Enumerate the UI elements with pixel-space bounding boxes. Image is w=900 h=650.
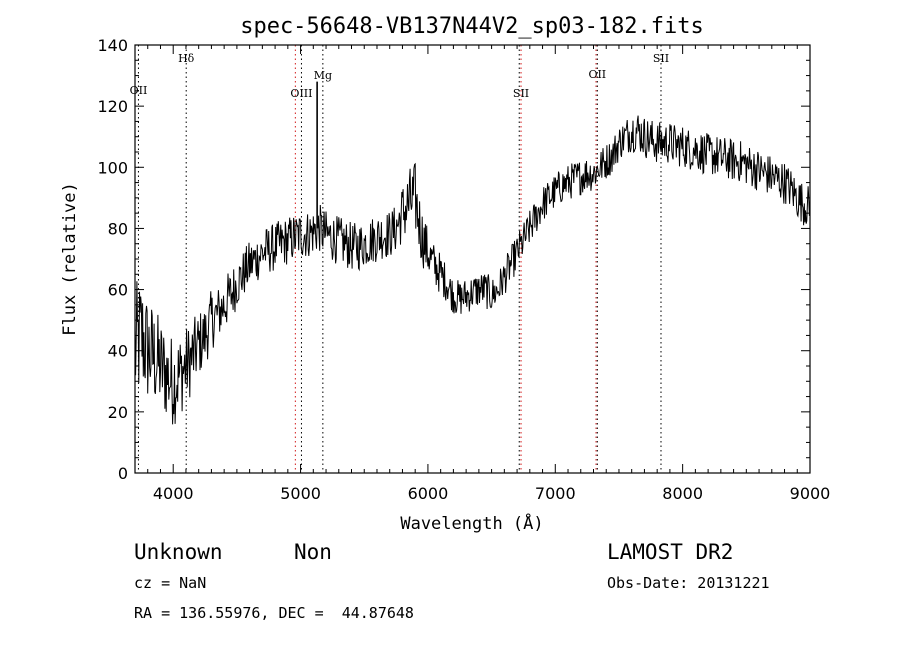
- survey-label: LAMOST DR2: [607, 540, 734, 564]
- spectral-line-label: OII: [130, 84, 148, 97]
- x-tick-label: 6000: [408, 484, 449, 503]
- spectral-line-label: Mg: [314, 69, 332, 82]
- redshift-label: cz = NaN: [134, 574, 207, 592]
- y-tick-label: 60: [108, 281, 128, 300]
- plot-frame: [134, 44, 811, 474]
- x-tick-label: 8000: [662, 484, 703, 503]
- spectral-line-label: OIII: [290, 87, 312, 100]
- spectral-line-label: SII: [513, 87, 529, 100]
- y-axis-label: Flux (relative): [60, 182, 80, 336]
- y-tick-label: 40: [108, 342, 128, 361]
- y-tick-label: 80: [108, 219, 128, 238]
- y-tick-label: 20: [108, 403, 128, 422]
- chart-title: spec-56648-VB137N44V2_sp03-182.fits: [240, 14, 704, 39]
- y-tick-label: 0: [118, 464, 128, 483]
- subclass-label: Non: [294, 540, 332, 564]
- y-tick-label: 100: [97, 158, 128, 177]
- y-tick-label: 140: [97, 36, 128, 55]
- x-tick-label: 5000: [280, 484, 321, 503]
- spectrum-line: [134, 115, 811, 425]
- coordinates-label: RA = 136.55976, DEC = 44.87648: [134, 604, 414, 622]
- axis-ticks: 4000 5000 6000 7000 8000 9000 0 20 40 60 80 100 120 1…: [97, 36, 830, 503]
- spectral-line-label: SII: [653, 52, 669, 65]
- spectral-line-label: OII: [588, 68, 606, 81]
- x-tick-label: 9000: [790, 484, 831, 503]
- classification-label: Unknown: [134, 540, 223, 564]
- x-tick-label: 7000: [535, 484, 576, 503]
- spectrum-series: [134, 81, 811, 425]
- x-tick-label: 4000: [153, 484, 194, 503]
- spectral-line-label: Hδ: [178, 52, 195, 65]
- y-tick-label: 120: [97, 97, 128, 116]
- obs-date-label: Obs-Date: 20131221: [607, 574, 770, 592]
- x-axis-label: Wavelength (Å): [400, 512, 543, 534]
